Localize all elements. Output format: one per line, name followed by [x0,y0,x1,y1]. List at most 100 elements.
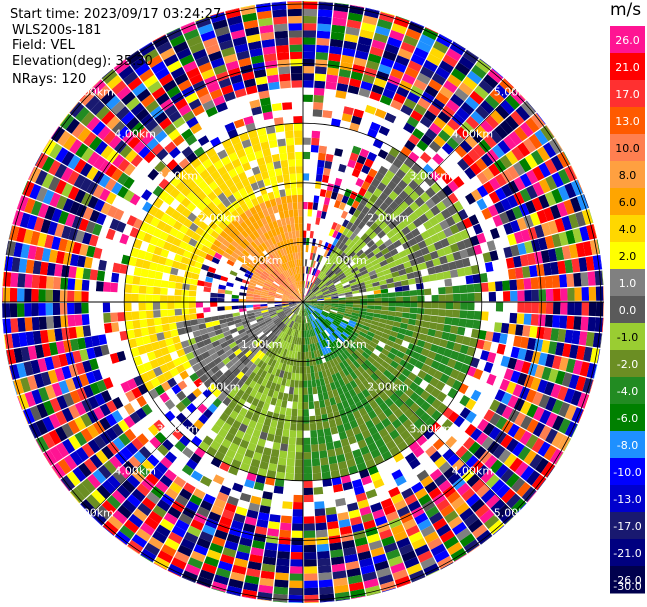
velocity-gate [224,502,237,513]
velocity-gate [342,444,352,454]
velocity-gate [38,387,50,402]
velocity-gate [142,201,153,213]
velocity-gate [458,56,475,70]
velocity-gate [267,230,274,239]
velocity-gate [36,403,49,419]
velocity-gate [384,356,393,365]
velocity-gate [458,82,474,96]
velocity-gate [80,413,93,428]
velocity-gate [231,174,241,185]
velocity-gate [228,152,239,162]
velocity-gate [244,145,254,156]
velocity-gate [164,258,174,267]
velocity-gate [487,68,504,84]
velocity-gate [191,272,200,280]
velocity-gate [369,364,378,373]
velocity-gate [356,155,367,165]
velocity-gate [314,239,320,247]
velocity-gate [239,492,252,503]
velocity-gate [276,309,284,314]
velocity-gate [135,528,152,542]
velocity-gate [250,495,262,505]
velocity-gate [117,302,125,312]
velocity-gate [394,475,407,487]
velocity-gate [75,326,84,338]
velocity-gate [346,347,354,355]
velocity-gate [402,518,417,531]
velocity-gate [294,473,303,481]
velocity-gate [207,235,216,244]
velocity-gate [233,348,242,356]
velocity-gate [111,168,124,182]
velocity-gate [167,434,179,446]
velocity-gate [254,172,263,182]
velocity-gate [311,313,317,320]
velocity-gate [470,459,484,474]
velocity-gate [521,486,537,503]
velocity-gate [494,201,506,214]
velocity-gate [146,181,158,193]
velocity-gate [172,357,182,367]
velocity-gate [152,302,161,310]
velocity-gate [298,323,301,331]
velocity-gate [295,266,299,274]
velocity-gate [544,314,553,328]
velocity-gate [289,313,295,320]
velocity-gate [278,257,284,265]
velocity-gate [427,537,443,550]
velocity-gate [457,209,469,221]
velocity-gate [425,260,435,269]
velocity-gate [90,79,102,90]
velocity-gate [225,145,236,156]
velocity-gate [531,437,545,453]
velocity-gate [303,130,312,138]
velocity-gate [229,184,239,194]
velocity-gate [313,494,324,502]
velocity-gate [293,282,298,290]
velocity-gate [156,41,173,55]
velocity-gate [328,228,335,237]
velocity-gate [379,95,393,106]
velocity-gate [493,353,504,366]
velocity-gate [268,323,276,329]
velocity-gate [304,552,317,560]
velocity-gate [295,459,303,467]
velocity-gate [339,393,347,402]
velocity-gate [258,164,268,173]
velocity-gate [164,469,177,482]
velocity-gate [517,446,531,461]
velocity-gate [247,284,256,289]
velocity-gate [35,186,48,202]
velocity-gate [341,352,348,360]
velocity-gate [517,348,527,361]
velocity-gate [303,295,306,302]
velocity-gate [167,316,176,324]
velocity-gate [320,600,335,603]
velocity-gate [335,284,343,289]
velocity-gate [244,377,253,386]
velocity-gate [316,293,323,297]
velocity-gate [47,221,58,236]
velocity-gate [255,329,263,336]
velocity-gate [416,469,430,482]
velocity-gate [241,589,258,599]
velocity-gate [292,314,297,322]
velocity-gate [227,15,243,26]
velocity-gate [554,247,565,261]
velocity-gate [248,419,257,429]
velocity-gate [74,431,88,447]
velocity-gate [422,163,434,175]
velocity-gate [465,398,477,411]
velocity-gate [201,196,212,206]
velocity-gate [212,474,225,485]
velocity-gate [312,472,322,481]
velocity-gate [206,487,219,498]
velocity-gate [189,284,197,291]
velocity-gate [257,438,266,448]
velocity-gate [284,309,291,314]
velocity-gate [397,440,409,452]
velocity-gate [213,186,223,197]
velocity-gate [356,94,369,105]
velocity-gate [418,262,428,270]
velocity-gate [323,167,331,176]
